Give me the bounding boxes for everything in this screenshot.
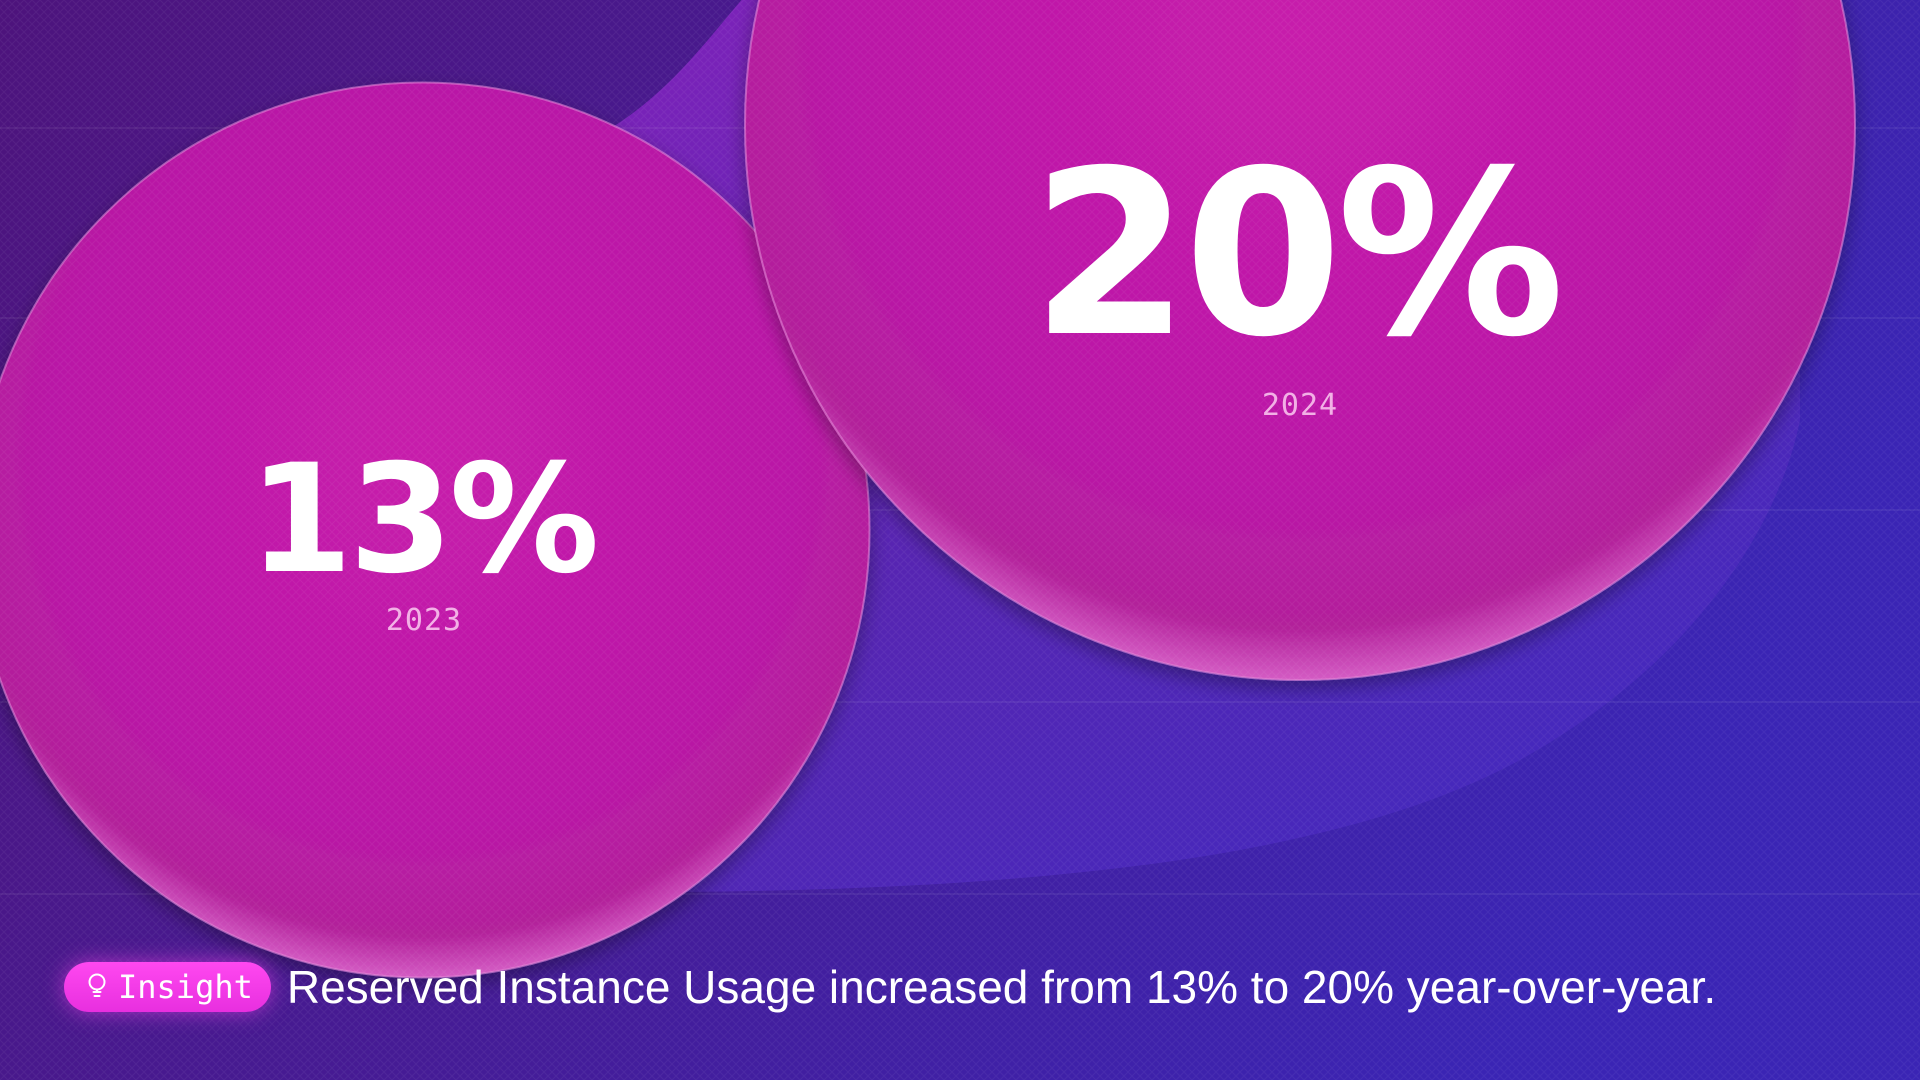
lightbulb-icon [88, 973, 106, 997]
bubble-year-2024: 2024 [1261, 388, 1339, 423]
bubble-value-2024: 20% [1031, 121, 1565, 387]
insight-badge: Insight [64, 962, 271, 1012]
insight-badge-label: Insight [118, 968, 253, 1006]
bubble-value-2023: 13% [248, 433, 599, 607]
bubble-year-2023: 2023 [385, 603, 463, 638]
insight-text: Reserved Instance Usage increased from 1… [286, 961, 1717, 1013]
insight-bar: Insight Reserved Instance Usage increase… [64, 960, 1716, 1014]
